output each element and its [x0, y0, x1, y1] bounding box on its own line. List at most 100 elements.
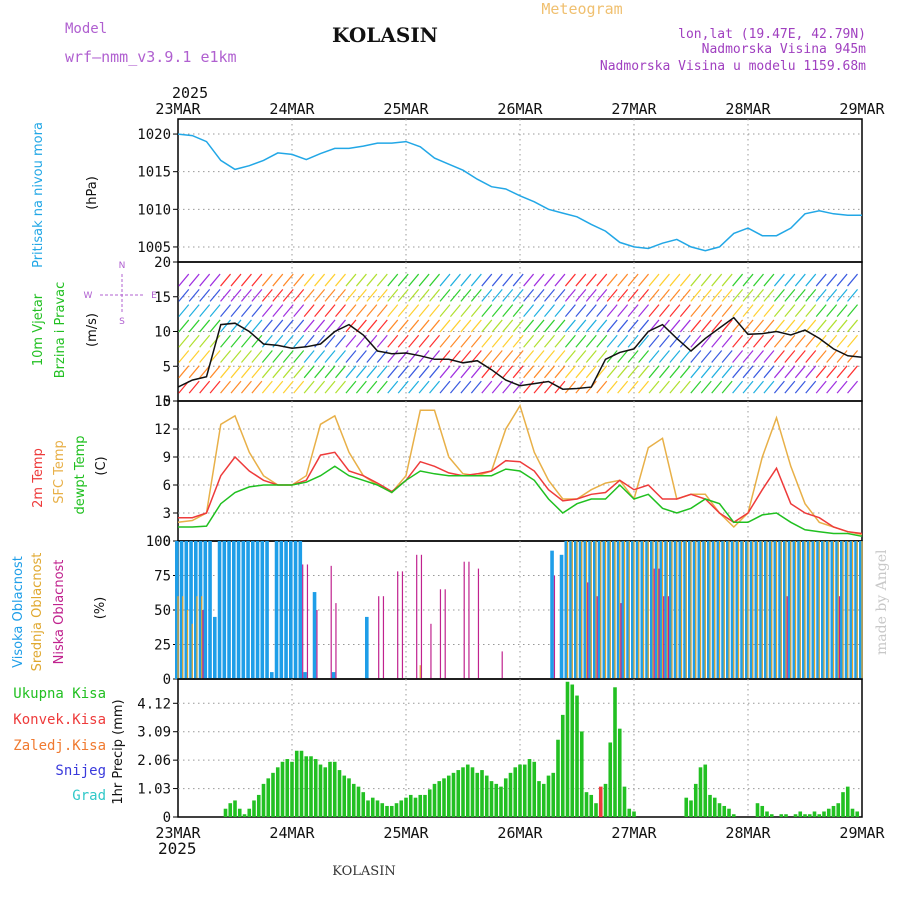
- high-cloud-bar: [811, 541, 816, 679]
- wind-barb: [429, 350, 441, 363]
- wind-barb: [314, 273, 326, 287]
- high-cloud-bar: [773, 541, 778, 679]
- wind-barb: [188, 273, 200, 287]
- wind-barb: [397, 350, 409, 363]
- wind-barb: [355, 288, 367, 302]
- total-rain-bar: [375, 800, 380, 817]
- wind-barb: [282, 288, 294, 302]
- sfc-temp-line: [177, 403, 863, 536]
- wind-barb: [335, 288, 346, 302]
- total-rain-bar: [318, 764, 323, 817]
- wind-barb: [418, 380, 430, 394]
- total-rain-bar: [841, 792, 845, 817]
- cloud-panel: Visoka Oblacnost Srednja Oblacnost Niska…: [11, 534, 863, 688]
- wind-barb: [805, 365, 817, 379]
- total-rain-bar: [366, 800, 370, 817]
- model-name: wrf—nmm_v3.9.1 e1km: [65, 48, 237, 66]
- date-label-bottom: 24MAR: [269, 824, 315, 842]
- wind-barb: [460, 304, 472, 318]
- total-rain-bar: [793, 814, 798, 817]
- conv-rain-bar: [598, 786, 603, 817]
- wind-barb: [585, 365, 597, 379]
- wind-barb: [773, 380, 785, 394]
- precip-panel: Ukupna Kisa Konvek.Kisa Zaledj.Kisa Snijeg G…: [13, 678, 863, 826]
- wind-barb: [544, 380, 555, 394]
- high-cloud-bar: [849, 541, 854, 679]
- high-cloud-bar: [816, 541, 820, 679]
- wind-barb: [335, 273, 346, 287]
- wind-barb: [679, 334, 691, 348]
- total-rain-bar: [755, 803, 760, 817]
- total-rain-bar: [684, 797, 689, 817]
- wind-barb: [429, 319, 441, 333]
- high-cloud-bar: [664, 541, 668, 679]
- wind-barb: [387, 350, 399, 363]
- wind-barb: [763, 365, 775, 379]
- wind-barb: [324, 273, 336, 287]
- wind-barb: [209, 319, 221, 333]
- wind-barb: [721, 273, 733, 287]
- wind-barb: [408, 334, 420, 348]
- wind-barb: [753, 288, 764, 302]
- wind-barb: [178, 365, 190, 379]
- wind-barb: [815, 380, 827, 394]
- wind-barb: [564, 334, 576, 348]
- wind-barb: [596, 273, 608, 287]
- high-cloud-bar: [222, 541, 227, 679]
- wind-label-1: 10m Vjetar: [31, 293, 46, 366]
- wind-barb: [596, 304, 608, 318]
- precip-legend-item: Zaledj.Kisa: [13, 738, 106, 754]
- wind-barb: [700, 380, 712, 394]
- total-rain-bar: [271, 772, 275, 817]
- wind-barb: [773, 288, 785, 302]
- high-cloud-bar: [821, 541, 825, 679]
- total-rain-bar: [836, 803, 841, 817]
- high-cloud-bar: [232, 541, 236, 679]
- wind-barb: [805, 304, 817, 318]
- wind-barb: [794, 365, 806, 379]
- wind-tick: 0: [163, 394, 171, 410]
- wind-barb: [397, 304, 409, 318]
- total-rain-bar: [807, 814, 812, 817]
- date-label-top: 23MAR: [155, 100, 201, 118]
- high-cloud-bar: [673, 541, 678, 679]
- wind-barb: [784, 380, 796, 394]
- total-rain-bar: [413, 797, 418, 817]
- high-cloud-bar: [754, 541, 759, 679]
- wind-barb: [491, 350, 503, 363]
- wind-barb: [470, 304, 482, 318]
- high-cloud-bar: [735, 541, 740, 679]
- wind-barb: [805, 288, 817, 302]
- pressure-tick: 1010: [137, 202, 171, 218]
- wind-barb: [314, 319, 326, 333]
- wind-barb: [230, 273, 242, 287]
- high-cloud-bar: [612, 541, 616, 679]
- wind-barb: [533, 319, 545, 333]
- high-cloud-bar: [654, 541, 659, 679]
- high-cloud-bar: [198, 541, 203, 679]
- wind-barb: [773, 350, 785, 363]
- wind-barb: [638, 304, 650, 318]
- wind-barb: [836, 350, 848, 363]
- wind-barb: [502, 365, 514, 379]
- wind-barb: [742, 365, 754, 379]
- wind-barb: [366, 304, 378, 318]
- wind-barb: [784, 288, 796, 302]
- date-label-top: 25MAR: [383, 100, 429, 118]
- wind-barb: [303, 273, 315, 287]
- pressure-tick: 1015: [137, 165, 171, 181]
- wind-barb: [658, 365, 670, 379]
- wind-barb: [700, 319, 712, 333]
- wind-barb: [627, 365, 639, 379]
- wind-barb: [178, 273, 190, 287]
- wind-barb: [282, 304, 294, 318]
- total-rain-bar: [712, 797, 717, 817]
- wind-barb: [188, 380, 200, 394]
- wind-barb: [638, 380, 650, 394]
- wind-barb: [272, 304, 284, 318]
- wind-barb: [658, 350, 670, 363]
- high-cloud-bar: [208, 541, 212, 679]
- wind-barb: [240, 319, 252, 333]
- wind-barb: [199, 350, 211, 363]
- total-rain-bar: [347, 778, 351, 817]
